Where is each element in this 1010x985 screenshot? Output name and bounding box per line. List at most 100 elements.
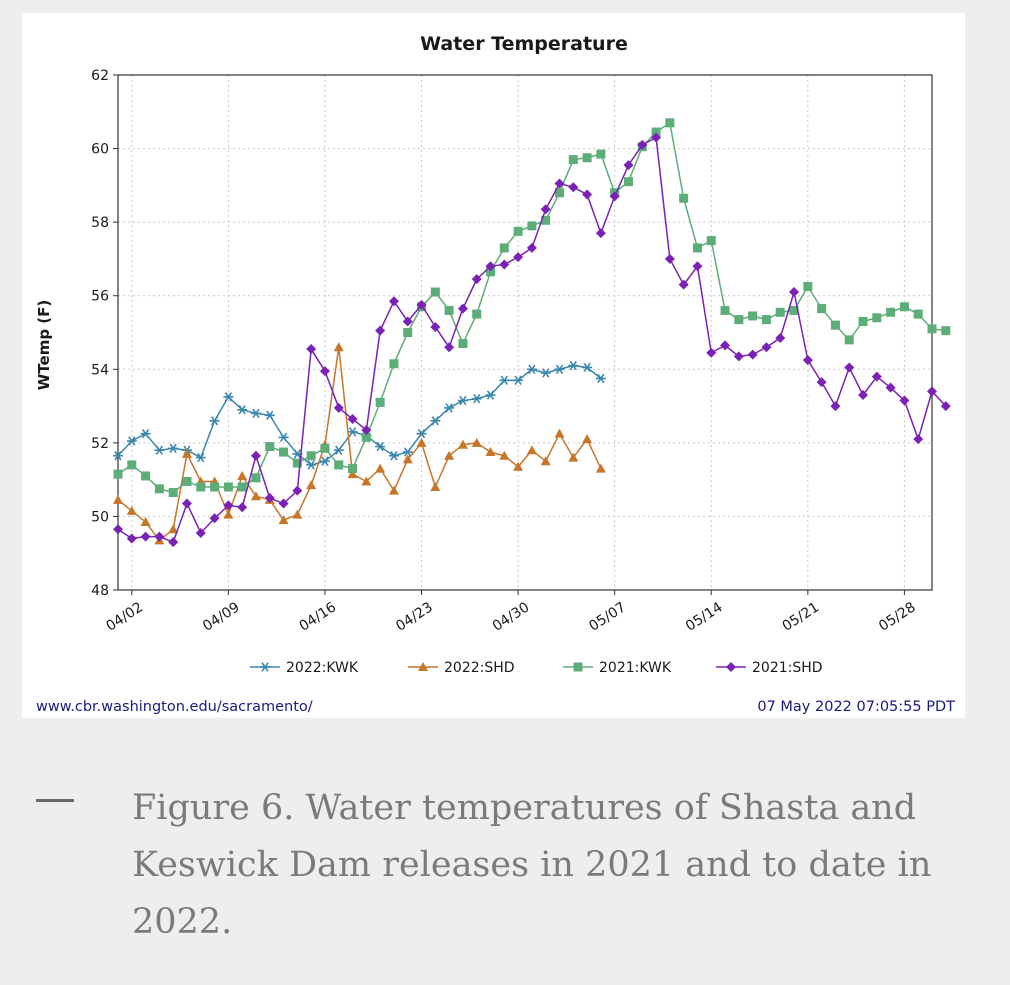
- data-point-2021-shd: [927, 386, 937, 397]
- data-point-2021-shd: [333, 402, 344, 413]
- data-point-2021-shd: [499, 259, 510, 270]
- data-point-2021-shd: [416, 299, 427, 310]
- data-point-2021-kwk: [375, 397, 385, 407]
- data-point-2022-kwk: [319, 456, 330, 466]
- data-point-2021-shd: [692, 261, 703, 272]
- data-point-2022-kwk: [113, 451, 123, 461]
- data-point-2022-shd: [113, 494, 123, 504]
- data-point-2021-shd: [940, 401, 951, 412]
- data-point-2022-shd: [223, 509, 234, 519]
- data-point-2021-kwk: [913, 309, 923, 319]
- data-point-2021-kwk: [141, 471, 151, 481]
- legend: 2022:KWK 2022:SHD 2021:KWK 2021:SHD: [250, 660, 823, 676]
- data-point-2021-kwk: [389, 359, 399, 369]
- data-point-2022-kwk-stroke: [514, 375, 522, 386]
- x-tick-label: 05/28: [876, 599, 919, 634]
- data-point-2021-kwk: [789, 305, 799, 315]
- data-point-2022-shd: [568, 452, 579, 462]
- data-point-2022-kwk-stroke: [500, 375, 508, 386]
- data-point-2022-kwk-stroke: [114, 451, 122, 461]
- data-point-2021-shd: [540, 204, 551, 215]
- footer-url[interactable]: www.cbr.washington.edu/sacramento/: [36, 699, 313, 715]
- data-point-2022-kwk-stroke: [459, 395, 467, 406]
- data-point-2021-kwk: [361, 432, 371, 442]
- data-point-2022-kwk: [485, 390, 496, 400]
- y-axis-label: WTemp (F): [35, 300, 53, 391]
- data-point-2021-shd: [457, 303, 468, 314]
- data-point-2022-kwk-stroke: [583, 362, 591, 373]
- data-point-2021-shd: [513, 252, 524, 263]
- y-tick-label: 54: [91, 362, 109, 378]
- data-point-2022-kwk: [457, 395, 468, 406]
- legend-marker: [573, 662, 583, 672]
- data-point-2021-shd: [292, 485, 303, 496]
- data-point-2021-shd: [913, 434, 924, 445]
- data-point-2021-kwk: [168, 488, 178, 498]
- y-tick-label: 50: [91, 509, 109, 525]
- data-point-2021-kwk: [541, 215, 551, 225]
- data-point-2022-kwk-stroke: [155, 445, 164, 455]
- legend-label: 2021:SHD: [752, 660, 823, 676]
- y-tick-label: 62: [91, 68, 109, 84]
- data-point-2021-shd: [582, 189, 593, 200]
- data-point-2021-shd: [609, 191, 620, 202]
- legend-label: 2022:SHD: [444, 660, 515, 676]
- data-point-2021-shd: [678, 279, 689, 290]
- data-point-2021-kwk: [403, 328, 413, 337]
- data-point-2021-shd: [126, 533, 137, 544]
- data-point-2022-shd: [540, 456, 551, 466]
- data-point-2021-kwk: [596, 149, 606, 159]
- legend-item-2021-kwk[interactable]: 2021:KWK: [563, 660, 672, 676]
- data-point-2022-kwk: [140, 428, 151, 439]
- data-point-2021-kwk: [320, 443, 330, 453]
- data-point-2021-kwk: [886, 307, 896, 317]
- data-point-2022-kwk: [402, 447, 413, 457]
- data-point-2021-kwk: [665, 118, 675, 128]
- data-point-2022-kwk: [595, 373, 606, 384]
- data-point-2022-shd: [444, 450, 455, 460]
- x-tick-label: 04/02: [104, 599, 147, 634]
- data-point-2022-kwk-stroke: [307, 460, 315, 470]
- data-point-2021-shd: [444, 342, 455, 353]
- data-point-2021-shd: [885, 382, 896, 393]
- data-point-2022-shd: [126, 505, 137, 515]
- caption-dash: [36, 799, 74, 802]
- x-tick-label: 05/21: [780, 599, 823, 634]
- data-point-2022-shd: [457, 439, 468, 449]
- data-point-2022-shd: [347, 469, 358, 479]
- data-point-2021-shd: [430, 321, 441, 332]
- data-point-2021-shd: [361, 424, 372, 435]
- legend-item-2022-kwk[interactable]: 2022:KWK: [250, 660, 359, 676]
- data-point-2021-shd: [844, 362, 855, 373]
- data-point-2021-kwk: [692, 243, 702, 253]
- data-point-2021-kwk: [941, 326, 951, 336]
- data-point-2022-kwk: [264, 410, 275, 420]
- data-point-2021-shd: [526, 242, 537, 253]
- data-point-2021-kwk: [292, 458, 302, 468]
- data-point-2021-shd: [747, 349, 758, 360]
- series-layer: [113, 118, 951, 548]
- data-point-2021-shd: [664, 253, 675, 264]
- legend-item-2022-shd[interactable]: 2022:SHD: [408, 660, 515, 676]
- data-point-2022-kwk-stroke: [141, 428, 150, 439]
- data-point-2022-shd: [416, 437, 427, 447]
- data-point-2022-shd: [471, 437, 482, 447]
- legend-label: 2022:KWK: [286, 660, 359, 676]
- data-point-2022-kwk-stroke: [597, 373, 605, 384]
- data-point-2021-kwk: [899, 302, 909, 312]
- legend-item-2021-shd[interactable]: 2021:SHD: [716, 660, 823, 676]
- data-point-2022-kwk: [444, 403, 455, 413]
- data-point-2021-kwk: [527, 221, 537, 231]
- data-point-2021-kwk: [720, 305, 730, 315]
- x-tick-label: 04/16: [297, 599, 340, 634]
- data-point-2021-kwk: [582, 153, 592, 163]
- data-point-2021-shd: [871, 371, 882, 382]
- data-point-2021-shd: [375, 325, 386, 336]
- data-point-2021-kwk: [775, 307, 785, 317]
- data-point-2021-kwk: [279, 447, 289, 457]
- data-point-2021-kwk: [348, 464, 358, 474]
- data-point-2021-kwk: [927, 324, 937, 334]
- data-point-2022-shd: [375, 463, 386, 473]
- data-point-2021-shd: [181, 498, 192, 509]
- data-point-2022-kwk: [388, 451, 399, 461]
